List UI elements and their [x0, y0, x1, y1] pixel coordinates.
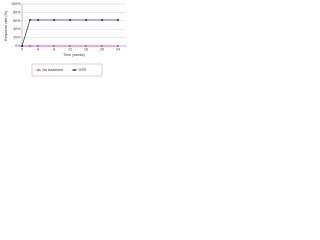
y-tick-label: 80% [13, 10, 21, 14]
marker [37, 19, 39, 21]
y-tick-label: 100% [11, 2, 21, 6]
x-tick-label: 24 [116, 47, 120, 51]
x-tick-label: 16 [84, 47, 88, 51]
x-tick-label: 8 [53, 47, 55, 51]
x-tick-label: 0 [21, 47, 23, 51]
x-tick-label: 20 [100, 47, 104, 51]
page: Response rate (%) Time (weeks) 0% 20% 40% 6… [0, 0, 320, 80]
legend-label: DSR [79, 68, 87, 72]
y-tick-label: 0% [15, 44, 21, 48]
legend-marker [73, 69, 76, 71]
legend-label: No treatment [43, 68, 64, 72]
x-tick-label: 4 [37, 47, 39, 51]
marker [53, 19, 55, 21]
marker [85, 45, 87, 47]
marker [29, 19, 31, 21]
x-axis-label: Time (weeks) [63, 53, 84, 57]
marker [21, 45, 23, 47]
marker [69, 19, 71, 21]
series-line [21, 19, 118, 47]
y-axis-label: Response rate (%) [4, 11, 8, 41]
marker [85, 19, 87, 21]
y-tick-label: 20% [13, 36, 21, 40]
x-tick-label: 12 [68, 47, 72, 51]
marker [101, 45, 103, 47]
legend-marker [37, 69, 40, 71]
marker [37, 45, 39, 47]
marker [29, 45, 31, 47]
marker [69, 45, 71, 47]
y-tick-label: 40% [13, 27, 21, 31]
marker [53, 45, 55, 47]
legend [31, 63, 103, 77]
marker [117, 19, 119, 21]
chart: Response rate (%) Time (weeks) 0% 20% 40% 6… [0, 0, 130, 80]
y-tick-label: 60% [13, 19, 21, 23]
marker [117, 45, 119, 47]
marker [101, 19, 103, 21]
